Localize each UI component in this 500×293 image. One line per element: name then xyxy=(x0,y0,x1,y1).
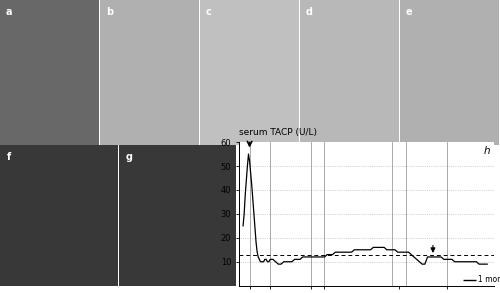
Text: d: d xyxy=(306,7,313,17)
Text: c: c xyxy=(206,7,212,17)
Text: b: b xyxy=(106,7,113,17)
Text: 1 month: 1 month xyxy=(478,275,500,284)
Text: e: e xyxy=(406,7,412,17)
Text: g: g xyxy=(126,152,132,162)
Text: f: f xyxy=(7,152,12,162)
Text: serum TACP (U/L): serum TACP (U/L) xyxy=(239,128,317,137)
Text: h: h xyxy=(484,146,490,156)
Text: a: a xyxy=(6,7,12,17)
